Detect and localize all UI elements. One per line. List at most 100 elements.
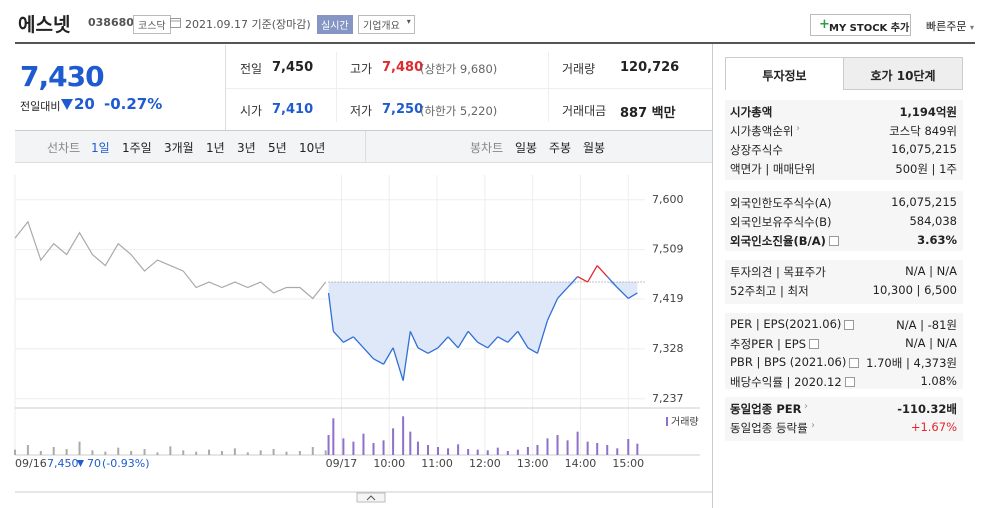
header-rule (15, 42, 975, 44)
price-segment (409, 331, 419, 349)
info-row: 추정PER | EPS N/A | N/A (730, 336, 957, 354)
price-segment (567, 276, 579, 288)
info-group: 투자의견 | 목표주가 N/A | N/A 52주최고 | 최저 10,300 | 6… (725, 260, 963, 304)
period-tab[interactable]: 3개월 (164, 141, 194, 155)
volume-bar (526, 447, 529, 455)
stock-code: 038680 (88, 16, 134, 29)
period-tab[interactable]: 1년 (206, 141, 225, 155)
candle-tab[interactable]: 일봉 (515, 141, 538, 155)
line-chart-label: 선차트 (47, 141, 81, 155)
period-tab[interactable]: 5년 (268, 141, 287, 155)
price-segment (427, 347, 439, 354)
collapse-button[interactable] (356, 492, 386, 503)
price-segment (487, 336, 499, 349)
current-price: 7,430 (20, 60, 105, 93)
price-segment (382, 347, 394, 365)
volume-bar (298, 451, 301, 455)
price-segment (343, 336, 354, 343)
info-row: 액면가 | 매매단위 500원 | 1주 (730, 161, 957, 179)
volume-bar (78, 441, 81, 455)
company-menu[interactable]: 기업개요 ▾ (358, 15, 415, 34)
info-row: 동일업종 등락률 › +1.67% (730, 420, 957, 438)
prev-down-arrow (77, 460, 84, 467)
volume-bar (246, 452, 249, 455)
info-label: 동일업종 등락률 (730, 421, 808, 435)
info-row: 외국인보유주식수(B) 584,038 (730, 214, 957, 232)
candle-tab[interactable]: 월봉 (583, 141, 606, 155)
info-label: 외국인한도주식수(A) (730, 196, 832, 210)
info-tab[interactable]: 호가 10단계 (844, 57, 963, 90)
quotes-rule (15, 130, 712, 131)
quote-label: 전일 (240, 62, 263, 76)
volume-bar (457, 444, 460, 455)
info-icon[interactable] (849, 358, 859, 368)
volume-bar (91, 450, 94, 455)
quote-value: 7,410 (272, 102, 314, 117)
below-base-area (328, 282, 638, 381)
x-tick-label: 15:00 (612, 457, 644, 470)
x-tick-label: 12:00 (469, 457, 501, 470)
info-tab[interactable]: 투자정보 (725, 57, 844, 90)
price-segment (437, 336, 449, 349)
price-segment (596, 265, 608, 277)
quote-label: 저가 (350, 104, 373, 118)
volume-bar (486, 450, 489, 455)
stock-name: 에스넷 (18, 14, 71, 36)
info-icon[interactable] (829, 236, 839, 246)
period-tab[interactable]: 1일 (91, 141, 110, 155)
volume-bar (409, 431, 412, 455)
info-icon[interactable] (809, 339, 819, 349)
info-value: 1,194억원 (899, 105, 957, 119)
price-segment (527, 347, 538, 354)
y-tick-label: 7,419 (652, 292, 684, 305)
down-arrow (61, 99, 73, 110)
volume-bar (259, 450, 262, 455)
info-label: PER | EPS(2021.06) (730, 317, 842, 331)
period-tab[interactable]: 1주일 (122, 141, 152, 155)
quick-order-label: 빠른주문 (926, 20, 967, 33)
candle-chart-label: 봉차트 (470, 141, 504, 155)
info-row: 52주최고 | 최저 10,300 | 6,500 (730, 283, 957, 301)
volume-bar (636, 443, 639, 455)
info-value: 16,075,215 (891, 195, 957, 209)
price-segment (577, 275, 588, 283)
volume-bar (372, 443, 375, 455)
period-tab[interactable]: 10년 (299, 141, 326, 155)
price-segment (517, 331, 529, 349)
info-value: 500원 | 1주 (895, 162, 957, 176)
change-label: 전일대비 (20, 100, 61, 113)
info-row: 외국인소진율(B/A) 3.63% (730, 233, 957, 251)
info-icon[interactable] (845, 377, 855, 387)
volume-bar (169, 446, 172, 455)
volume-bar (327, 435, 330, 455)
volume-bar (117, 447, 120, 455)
info-label: 52주최고 | 최저 (730, 284, 809, 298)
volume-bar (352, 441, 355, 455)
change-percent: -0.27% (104, 95, 163, 113)
candle-tab[interactable]: 주봉 (549, 141, 572, 155)
period-tab[interactable]: 3년 (237, 141, 256, 155)
quote-value: 887 백만 (620, 106, 676, 121)
quote-value: 7,250 (382, 102, 424, 117)
volume-bar (426, 445, 429, 455)
quote-value: 7,480 (382, 60, 424, 75)
price-segment (546, 298, 559, 321)
info-icon[interactable] (844, 320, 854, 330)
volume-bar (437, 447, 440, 455)
info-label: 상장주식수 (730, 143, 783, 157)
y-tick-label: 7,328 (652, 342, 684, 355)
quick-order[interactable]: 빠른주문 ▾ (926, 20, 974, 33)
realtime-badge[interactable]: 실시간 (317, 15, 353, 34)
price-segment (627, 292, 638, 300)
price-segment (402, 331, 411, 381)
company-menu-label: 기업개요 (363, 21, 400, 32)
volume-bar (566, 440, 569, 455)
volume-bar (52, 447, 55, 455)
price-segment (457, 331, 469, 349)
volume-bar (546, 438, 549, 455)
mystock-button[interactable]: + MY STOCK 추가 (810, 14, 911, 36)
prev-price-line (14, 220, 327, 300)
quote-label: 거래대금 (562, 104, 607, 118)
info-label: 액면가 | 매매단위 (730, 162, 816, 176)
price-segment (332, 330, 344, 343)
